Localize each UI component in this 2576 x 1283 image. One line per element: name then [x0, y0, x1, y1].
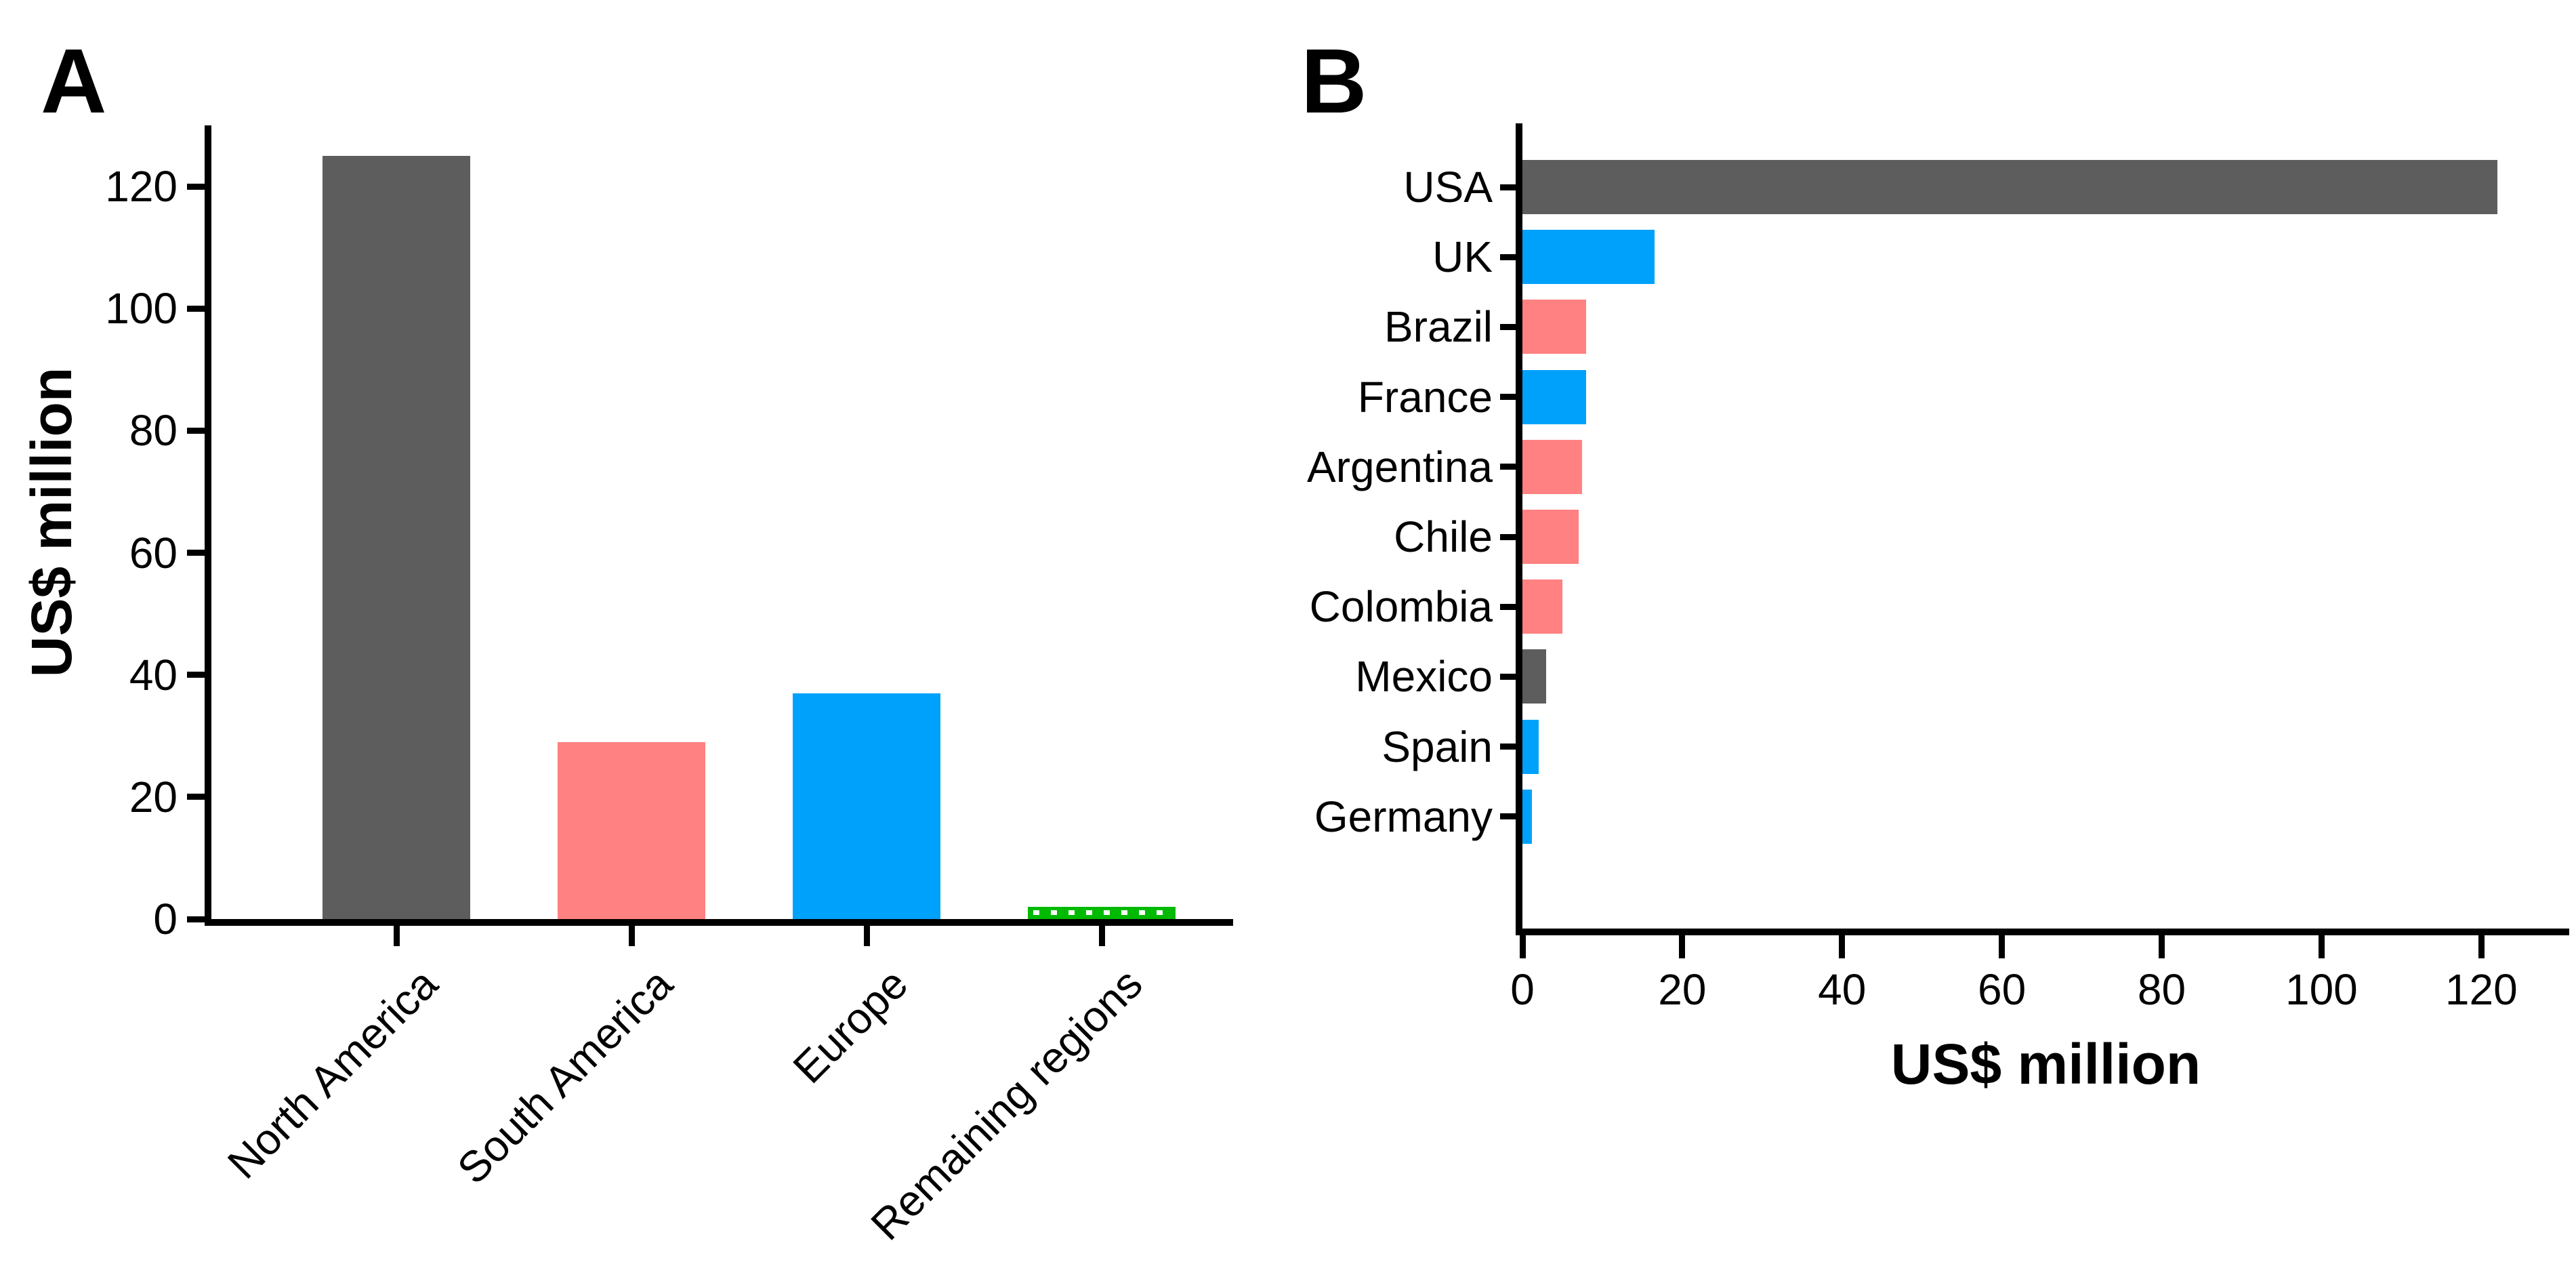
- country-label-uk: UK: [1432, 232, 1493, 282]
- panel-b-x-tick-label-0: 0: [1510, 965, 1535, 1014]
- panel-b-y-tick-colombia: [1500, 603, 1516, 610]
- panel-a-y-tick-20: [187, 794, 205, 800]
- bar-remaining-regions: [1028, 907, 1176, 919]
- panel-b-x-tick-120: [2478, 935, 2485, 958]
- bar-colombia: [1522, 579, 1562, 634]
- country-label-argentina: Argentina: [1307, 442, 1493, 491]
- country-label-france: France: [1357, 372, 1493, 422]
- bar-spain: [1522, 719, 1539, 774]
- panel-b-plot-area: US$ million 0 20 40 60 80 100 120 USA UK Brazil Fr…: [1307, 123, 2569, 1096]
- bar-uk: [1522, 230, 1655, 285]
- category-label-north-america: North America: [217, 959, 447, 1188]
- panel-a-y-tick-60: [187, 550, 205, 556]
- panel-a-x-tick-remaining-regions: [1098, 926, 1105, 946]
- panel-b-x-tick-label-40: 40: [1818, 965, 1867, 1014]
- panel-a-y-tick-label-100: 100: [105, 284, 178, 333]
- panel-b-y-tick-france: [1500, 394, 1516, 401]
- panel-a-x-tick-north-america: [393, 926, 400, 946]
- bar-chile: [1522, 510, 1579, 564]
- panel-b-y-tick-mexico: [1500, 673, 1516, 680]
- panel-b-x-tick-100: [2318, 935, 2325, 958]
- panel-a-y-tick-label-20: 20: [129, 772, 178, 821]
- country-label-mexico: Mexico: [1355, 652, 1493, 701]
- bar-mexico: [1522, 649, 1547, 704]
- panel-b-x-tick-40: [1839, 935, 1846, 958]
- country-label-brazil: Brazil: [1384, 302, 1493, 352]
- panel-a-y-tick-label-60: 60: [129, 528, 178, 577]
- panel-b-y-tick-uk: [1500, 253, 1516, 260]
- panel-b-x-axis-title: US$ million: [1890, 1032, 2201, 1096]
- panel-b-y-tick-chile: [1500, 533, 1516, 540]
- panel-b-x-tick-60: [1999, 935, 2006, 958]
- country-label-germany: Germany: [1314, 792, 1493, 841]
- panel-b-letter: B: [1301, 30, 1367, 132]
- panel-b-x-tick-label-80: 80: [2137, 965, 2186, 1014]
- panel-a-y-tick-120: [187, 183, 205, 190]
- panel-a-y-tick-label-120: 120: [105, 162, 178, 211]
- panel-b-x-tick-20: [1679, 935, 1686, 958]
- category-label-south-america: South America: [447, 959, 682, 1194]
- bar-germany: [1522, 789, 1533, 844]
- panel-a-y-tick-100: [187, 305, 205, 312]
- bar-north-america: [323, 156, 470, 919]
- panel-a-x-tick-south-america: [628, 926, 635, 946]
- panel-a-y-tick-80: [187, 427, 205, 434]
- panel-b-y-tick-brazil: [1500, 323, 1516, 330]
- bar-argentina: [1522, 439, 1583, 494]
- panel-b-x-tick-label-60: 60: [1978, 965, 2027, 1014]
- bar-south-america: [558, 741, 705, 919]
- panel-a-letter: A: [41, 30, 107, 132]
- country-label-spain: Spain: [1382, 722, 1493, 771]
- panel-a-y-tick-0: [187, 916, 205, 922]
- panel-b-y-tick-germany: [1500, 813, 1516, 820]
- panel-b-x-tick-label-100: 100: [2285, 965, 2358, 1014]
- bar-brazil: [1522, 300, 1587, 354]
- panel-a-x-tick-europe: [863, 926, 870, 946]
- panel-b-y-tick-argentina: [1500, 464, 1516, 470]
- bar-usa: [1522, 160, 2497, 214]
- panel-b-x-tick-label-120: 120: [2445, 965, 2518, 1014]
- country-label-usa: USA: [1403, 163, 1493, 211]
- panel-a-y-tick-40: [187, 672, 205, 678]
- panel-a-y-tick-label-0: 0: [153, 895, 178, 943]
- country-label-chile: Chile: [1394, 512, 1493, 561]
- panel-b-y-tick-spain: [1500, 744, 1516, 750]
- bar-france: [1522, 369, 1587, 424]
- country-label-colombia: Colombia: [1309, 582, 1493, 632]
- panel-a-y-tick-label-80: 80: [129, 406, 178, 455]
- category-label-europe: Europe: [783, 959, 917, 1093]
- panel-b-x-tick-80: [2159, 935, 2165, 958]
- panel-a-plot-area: 0 20 40 60 80 100 120 North America South Americ…: [105, 125, 1233, 1249]
- panel-b-y-tick-usa: [1500, 184, 1516, 190]
- panel-b-x-tick-label-20: 20: [1658, 965, 1707, 1014]
- panel-b-x-tick-0: [1519, 935, 1526, 958]
- panel-a-y-tick-label-40: 40: [129, 650, 178, 699]
- bar-europe: [793, 693, 940, 919]
